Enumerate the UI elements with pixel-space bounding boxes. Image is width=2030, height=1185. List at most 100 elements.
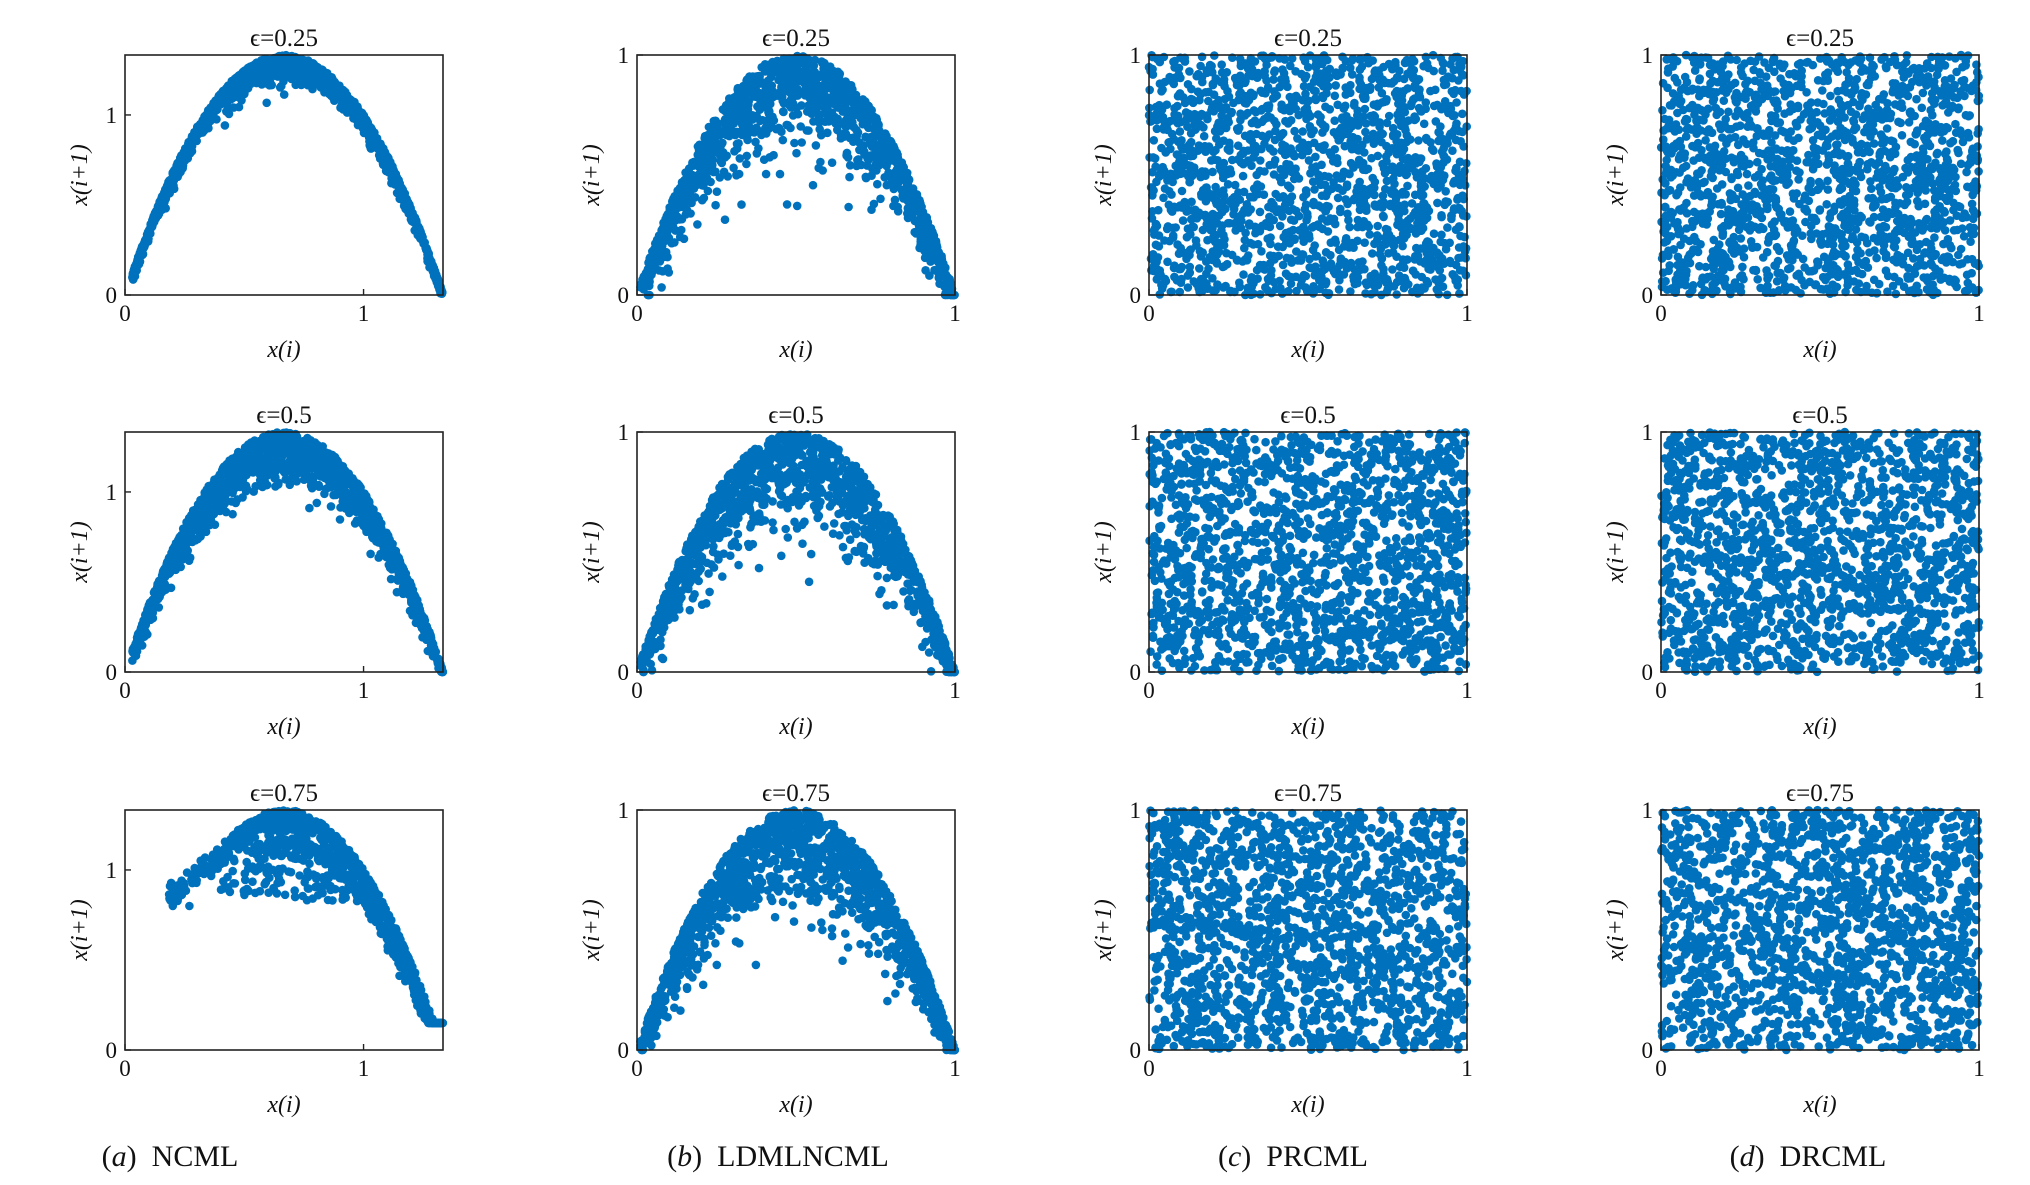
x-axis-label: x(i): [778, 337, 812, 363]
data-point: [1170, 103, 1179, 113]
scatter-points: [128, 50, 447, 299]
x-tick-label: 1: [1461, 301, 1473, 326]
data-point: [1211, 197, 1221, 207]
data-point: [1337, 123, 1346, 133]
data-point: [1238, 149, 1248, 158]
data-point: [1219, 262, 1229, 271]
data-point: [1276, 164, 1286, 174]
data-point: [1294, 110, 1303, 120]
data-point: [1317, 160, 1326, 170]
data-point: [712, 187, 722, 196]
data-point: [1259, 190, 1269, 199]
data-point: [1243, 108, 1252, 118]
data-point: [809, 97, 819, 106]
data-point: [231, 84, 240, 94]
data-point: [1361, 289, 1370, 298]
data-point: [1256, 86, 1266, 96]
data-point: [1276, 75, 1286, 84]
data-point: [1287, 101, 1297, 111]
data-point: [1235, 123, 1244, 133]
data-point: [279, 90, 289, 99]
data-point: [1223, 144, 1233, 154]
data-point: [1402, 55, 1412, 65]
data-point: [1158, 166, 1168, 175]
data-point: [918, 230, 927, 240]
data-point: [778, 135, 788, 145]
data-point: [1448, 146, 1457, 155]
data-point: [1311, 54, 1321, 64]
data-point: [1235, 71, 1245, 81]
y-tick-label: 1: [106, 103, 118, 128]
data-point: [1148, 70, 1158, 79]
data-point: [1343, 209, 1352, 219]
data-point: [1247, 136, 1256, 146]
data-point: [1271, 189, 1280, 199]
x-tick-label: 1: [358, 301, 370, 326]
data-point: [1286, 61, 1295, 71]
data-point: [674, 213, 684, 223]
scatter-points: [1656, 50, 1984, 300]
data-point: [882, 161, 891, 171]
data-point: [1374, 83, 1383, 92]
data-point: [1286, 215, 1296, 224]
data-point: [1356, 55, 1366, 64]
data-point: [686, 193, 696, 203]
data-point: [1190, 205, 1200, 215]
data-point: [1435, 135, 1444, 145]
data-point: [1324, 289, 1334, 298]
data-point: [793, 109, 803, 119]
data-point: [1152, 115, 1162, 125]
data-point: [1420, 174, 1429, 183]
data-point: [1173, 64, 1182, 73]
data-point: [1273, 242, 1283, 251]
data-point: [1340, 141, 1350, 151]
data-point: [833, 67, 843, 77]
data-point: [736, 116, 745, 125]
data-point: [377, 148, 387, 157]
data-point: [1291, 170, 1301, 180]
data-point: [1347, 70, 1357, 79]
data-point: [1221, 281, 1230, 291]
data-point: [1159, 193, 1168, 203]
data-point: [848, 134, 857, 143]
data-point: [1149, 261, 1159, 270]
data-point: [1148, 250, 1158, 259]
data-point: [1270, 66, 1280, 75]
data-point: [1416, 106, 1425, 115]
data-point: [1458, 174, 1467, 184]
data-point: [141, 238, 151, 247]
data-point: [1399, 86, 1409, 96]
data-point: [819, 109, 829, 118]
data-point: [704, 135, 714, 144]
data-point: [1412, 283, 1422, 293]
data-point: [1371, 66, 1380, 75]
data-point: [1153, 54, 1162, 64]
data-point: [390, 180, 400, 189]
data-point: [824, 117, 833, 126]
data-point: [1398, 241, 1407, 251]
data-point: [683, 185, 693, 195]
data-point: [1202, 220, 1211, 229]
data-point: [1383, 229, 1392, 238]
data-point: [1388, 64, 1397, 74]
data-point: [739, 86, 749, 95]
data-point: [1378, 191, 1388, 200]
data-point: [763, 104, 773, 113]
data-point: [1197, 52, 1207, 62]
data-point: [1266, 113, 1275, 122]
data-point: [1149, 186, 1158, 195]
data-point: [1436, 281, 1445, 291]
data-point: [195, 123, 205, 132]
data-point: [1348, 140, 1358, 150]
data-point: [1174, 264, 1184, 274]
data-point: [797, 101, 806, 110]
data-point: [1263, 234, 1272, 243]
data-point: [1342, 264, 1352, 273]
data-point: [1217, 68, 1227, 77]
data-point: [1195, 95, 1204, 105]
data-point: [1388, 185, 1397, 195]
data-point: [916, 199, 925, 209]
data-point: [1421, 164, 1431, 173]
data-point: [1238, 257, 1247, 266]
